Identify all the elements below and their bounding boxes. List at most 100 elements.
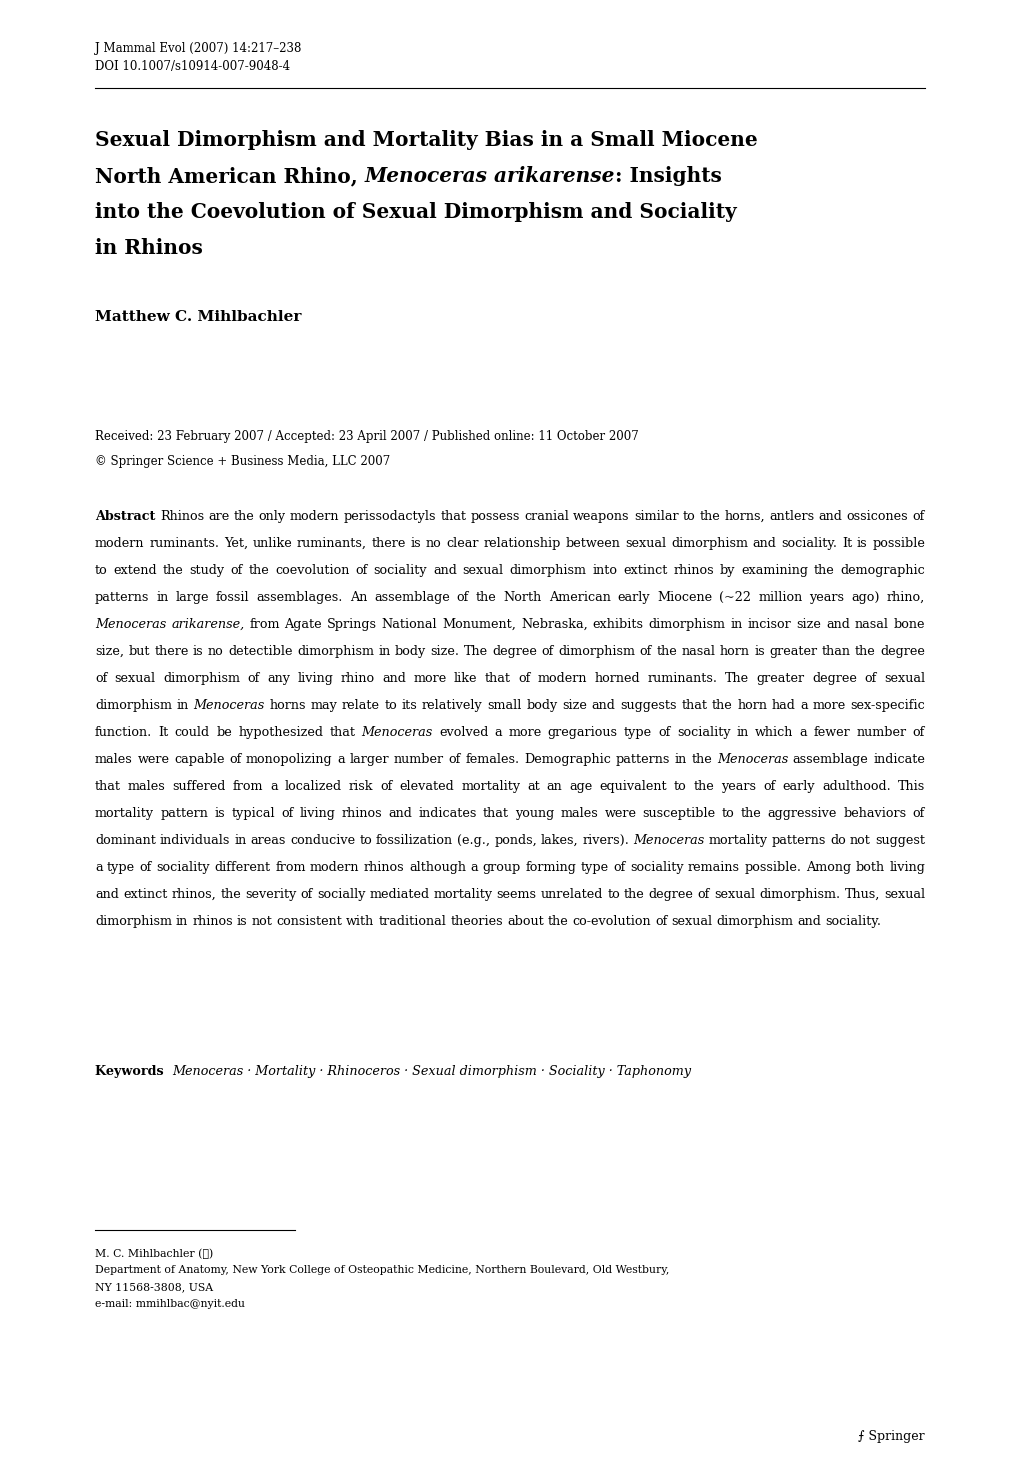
Text: aggressive: aggressive	[767, 807, 837, 820]
Text: relate: relate	[341, 698, 379, 712]
Text: adulthood.: adulthood.	[821, 780, 890, 793]
Text: suffered: suffered	[172, 780, 225, 793]
Text: both: both	[855, 862, 883, 873]
Text: to: to	[721, 807, 734, 820]
Text: is: is	[753, 645, 764, 658]
Text: M. C. Mihlbachler (✉): M. C. Mihlbachler (✉)	[95, 1249, 213, 1259]
Text: and: and	[432, 564, 457, 577]
Text: incisor: incisor	[747, 618, 791, 630]
Text: of: of	[140, 862, 152, 873]
Text: evolved: evolved	[438, 727, 488, 739]
Text: rhino: rhino	[340, 672, 375, 685]
Text: elevated: elevated	[399, 780, 453, 793]
Text: This: This	[897, 780, 924, 793]
Text: Miocene: Miocene	[656, 592, 711, 604]
Text: Menoceras arikarense: Menoceras arikarense	[365, 166, 614, 185]
Text: rhinos,: rhinos,	[171, 888, 216, 902]
Text: bone: bone	[893, 618, 924, 630]
Text: forming: forming	[525, 862, 576, 873]
Text: indicate: indicate	[872, 753, 924, 767]
Text: of: of	[541, 645, 553, 658]
Text: that: that	[482, 807, 508, 820]
Text: only: only	[259, 510, 285, 523]
Text: ossicones: ossicones	[846, 510, 908, 523]
Text: the: the	[711, 698, 732, 712]
Text: : Insights: : Insights	[614, 166, 721, 185]
Text: size: size	[561, 698, 587, 712]
Text: Menoceras: Menoceras	[194, 698, 264, 712]
Text: demographic: demographic	[840, 564, 924, 577]
Text: severity: severity	[245, 888, 297, 902]
Text: (~22: (~22	[718, 592, 751, 604]
Text: Agate: Agate	[284, 618, 322, 630]
Text: million: million	[757, 592, 802, 604]
Text: Matthew C. Mihlbachler: Matthew C. Mihlbachler	[95, 310, 301, 323]
Text: that: that	[681, 698, 706, 712]
Text: An: An	[350, 592, 367, 604]
Text: extinct: extinct	[623, 564, 666, 577]
Text: relatively: relatively	[422, 698, 482, 712]
Text: sociality: sociality	[373, 564, 427, 577]
Text: Nebraska,: Nebraska,	[521, 618, 587, 630]
Text: of: of	[300, 888, 313, 902]
Text: dimorphism: dimorphism	[671, 537, 747, 550]
Text: lakes,: lakes,	[540, 833, 578, 847]
Text: the: the	[547, 915, 568, 928]
Text: theories: theories	[450, 915, 502, 928]
Text: dimorphism: dimorphism	[508, 564, 586, 577]
Text: no: no	[208, 645, 223, 658]
Text: Demographic: Demographic	[524, 753, 610, 767]
Text: be: be	[216, 727, 231, 739]
Text: fewer: fewer	[812, 727, 849, 739]
Text: living: living	[300, 807, 335, 820]
Text: more: more	[507, 727, 541, 739]
Text: from: from	[275, 862, 306, 873]
Text: American: American	[548, 592, 610, 604]
Text: sexual: sexual	[625, 537, 665, 550]
Text: sexual: sexual	[883, 672, 924, 685]
Text: gregarious: gregarious	[547, 727, 618, 739]
Text: a: a	[470, 862, 478, 873]
Text: sociality: sociality	[156, 862, 210, 873]
Text: mediated: mediated	[369, 888, 429, 902]
Text: in: in	[156, 592, 168, 604]
Text: size,: size,	[95, 645, 124, 658]
Text: males: males	[560, 807, 598, 820]
Text: there: there	[371, 537, 406, 550]
Text: of: of	[518, 672, 530, 685]
Text: pattern: pattern	[160, 807, 208, 820]
Text: of: of	[448, 753, 461, 767]
Text: ⨍ Springer: ⨍ Springer	[858, 1430, 924, 1443]
Text: fossil: fossil	[216, 592, 250, 604]
Text: the: the	[740, 807, 761, 820]
Text: of: of	[639, 645, 651, 658]
Text: and: and	[825, 618, 849, 630]
Text: the: the	[813, 564, 834, 577]
Text: males: males	[127, 780, 165, 793]
Text: ago): ago)	[851, 592, 879, 604]
Text: rhinos: rhinos	[192, 915, 232, 928]
Text: relationship: relationship	[483, 537, 560, 550]
Text: suggests: suggests	[620, 698, 676, 712]
Text: early: early	[618, 592, 650, 604]
Text: ruminants.: ruminants.	[149, 537, 219, 550]
Text: of: of	[863, 672, 875, 685]
Text: dimorphism: dimorphism	[716, 915, 793, 928]
Text: years: years	[809, 592, 844, 604]
Text: horns,: horns,	[723, 510, 764, 523]
Text: suggest: suggest	[874, 833, 924, 847]
Text: degree: degree	[492, 645, 537, 658]
Text: from: from	[232, 780, 263, 793]
Text: into: into	[592, 564, 616, 577]
Text: nasal: nasal	[681, 645, 714, 658]
Text: the: the	[624, 888, 644, 902]
Text: are: are	[208, 510, 229, 523]
Text: not: not	[252, 915, 272, 928]
Text: Menoceras: Menoceras	[361, 727, 432, 739]
Text: © Springer Science + Business Media, LLC 2007: © Springer Science + Business Media, LLC…	[95, 455, 390, 469]
Text: to: to	[674, 780, 686, 793]
Text: were: were	[604, 807, 636, 820]
Text: small: small	[487, 698, 522, 712]
Text: NY 11568-3808, USA: NY 11568-3808, USA	[95, 1281, 213, 1292]
Text: is: is	[236, 915, 248, 928]
